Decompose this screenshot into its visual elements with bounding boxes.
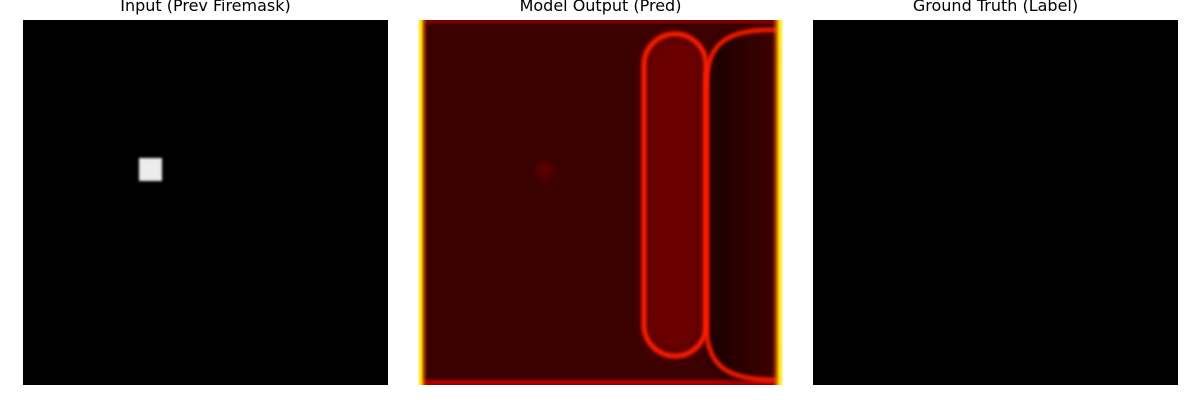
ground-truth-svg — [813, 20, 1178, 385]
panel-title-input: Input (Prev Firemask) — [120, 0, 291, 15]
input-background — [23, 20, 388, 385]
panel-title-pred: Model Output (Pred) — [519, 0, 682, 15]
panel-label: Ground Truth (Label) — [813, 0, 1178, 400]
pred-bottom-edge — [418, 380, 783, 385]
pred-left-edge — [418, 20, 428, 385]
pred-right-shade — [706, 32, 776, 380]
pred-ellipse-fill — [644, 36, 706, 354]
pred-top-edge — [418, 20, 783, 23]
panel-pred: Model Output (Pred) — [418, 0, 783, 400]
model-output-svg — [418, 20, 783, 385]
ground-truth-background — [813, 20, 1178, 385]
input-firemask-image — [23, 20, 388, 385]
panel-input: Input (Prev Firemask) — [23, 0, 388, 400]
ground-truth-image — [813, 20, 1178, 385]
pred-ellipse-ring-2 — [703, 27, 779, 383]
model-output-image — [418, 20, 783, 385]
input-firemask-svg — [23, 20, 388, 385]
input-fire-spot — [139, 158, 162, 181]
pred-right-edge — [771, 20, 783, 385]
pred-faint-blob — [536, 161, 554, 179]
panel-title-label: Ground Truth (Label) — [912, 0, 1079, 15]
